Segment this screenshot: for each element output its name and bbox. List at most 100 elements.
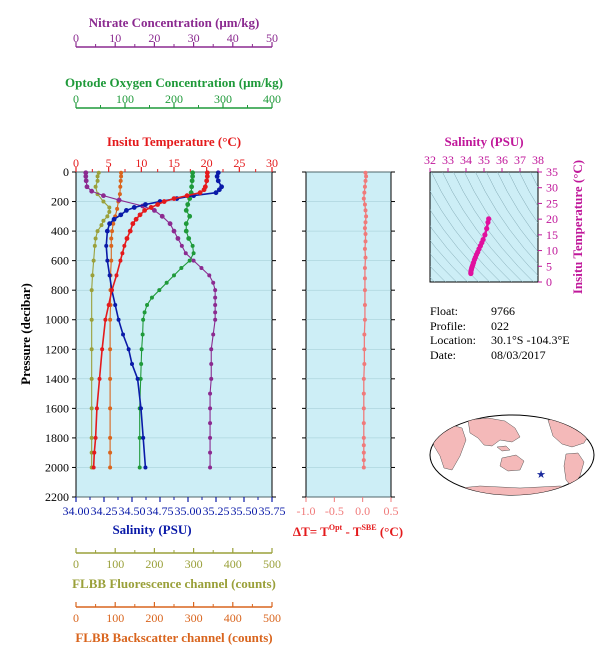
axis-tick-label: 0	[73, 92, 79, 106]
temperature-point	[92, 450, 97, 455]
temperature-point	[94, 406, 99, 411]
axis-tick-label: 25	[233, 156, 245, 170]
nitrate-point	[213, 310, 218, 315]
nitrate-line	[85, 172, 216, 468]
nitrate-point	[116, 197, 122, 203]
backscatter-point	[108, 406, 113, 411]
delta-t-point	[363, 232, 368, 237]
temperature-point	[103, 317, 108, 322]
fluorescence-point	[89, 317, 94, 322]
delta-t-point	[362, 266, 367, 271]
ts-x-tick-label: 33	[442, 153, 454, 167]
axis-tick-label: 34.50	[119, 504, 146, 518]
nitrate-axis: 0 10 20 30 40 50	[73, 31, 278, 48]
temperature-point	[161, 199, 167, 204]
temperature-point	[137, 212, 143, 218]
oxygen-point	[138, 376, 143, 381]
pressure-tick-label: 1800	[45, 431, 69, 445]
salinity-point	[143, 465, 148, 470]
fluorescence-point	[95, 174, 100, 179]
oxygen-point	[139, 347, 144, 352]
delta-t-point	[361, 421, 366, 426]
backscatter-point	[119, 170, 124, 175]
salinity-point	[107, 273, 112, 278]
isopycnal-line	[464, 172, 538, 276]
oxygen-point	[157, 288, 162, 293]
nitrate-point	[83, 178, 89, 184]
axis-tick-label: 300	[185, 611, 203, 625]
ts-series	[468, 216, 492, 277]
delta-t-point	[361, 450, 366, 455]
nitrate-point	[213, 317, 218, 322]
axis-tick-label: 500	[263, 557, 281, 571]
ts-salinity-axis-label: Salinity (PSU)	[444, 134, 523, 149]
backscatter-axis-label: FLBB Backscatter channel (counts)	[75, 630, 272, 645]
nitrate-point	[167, 221, 173, 227]
fluorescence-point	[89, 435, 94, 440]
salinity-point	[104, 228, 110, 234]
nitrate-point	[83, 174, 89, 179]
float-label: Float:	[430, 304, 459, 318]
nitrate-axis-label: Nitrate Concentration (μm/kg)	[89, 15, 260, 30]
date-value: 08/03/2017	[491, 347, 546, 362]
temperature-point	[142, 208, 148, 213]
delta-t-point	[362, 288, 367, 293]
delta-t-point	[361, 435, 366, 440]
axis-tick-label: 5	[106, 156, 112, 170]
oxygen-point	[190, 174, 196, 179]
backscatter-point	[117, 192, 122, 197]
backscatter-point	[115, 206, 120, 211]
temperature-point	[155, 202, 161, 207]
salinity-point	[107, 221, 112, 227]
float-value: 9766	[491, 304, 515, 318]
fluorescence-point	[90, 273, 95, 278]
backscatter-point	[110, 229, 115, 234]
backscatter-point	[109, 236, 114, 241]
axis-tick-label: 30	[266, 156, 278, 170]
salinity-point	[215, 178, 221, 184]
ts-y-tick-label: 5	[546, 259, 552, 273]
ts-x-tick-label: 34	[460, 153, 472, 167]
delta-t-series	[361, 170, 369, 470]
backscatter-point	[119, 174, 124, 179]
ts-y-tick-label: 35	[546, 165, 558, 179]
axis-tick-label: 300	[185, 557, 203, 571]
temperature-point	[106, 302, 111, 307]
location-value: 30.1°S -104.3°E	[491, 333, 570, 347]
temperature-point	[122, 243, 127, 248]
fluorescence-point	[89, 288, 94, 293]
temperature-point	[124, 236, 130, 241]
temperature-point	[133, 216, 139, 222]
date-row: Date: 08/03/2017	[430, 348, 570, 363]
axis-tick-label: 0	[73, 611, 79, 625]
axis-tick-label: 100	[106, 557, 124, 571]
oxygen-point	[164, 280, 169, 285]
delta-t-tick-label: 0.5	[384, 504, 399, 518]
salinity-point	[116, 317, 121, 322]
delta-t-point	[362, 226, 367, 231]
pressure-axis-label: Pressure (decibar)	[18, 283, 33, 385]
axis-tick-label: 500	[263, 611, 281, 625]
axis-tick-label: 35.25	[203, 504, 230, 518]
salinity-axis-label: Salinity (PSU)	[112, 522, 191, 537]
isopycnal-line	[486, 172, 538, 252]
fluorescence-point	[89, 376, 94, 381]
pressure-tick-label: 600	[51, 254, 69, 268]
temperature-point	[91, 465, 96, 470]
pressure-tick-label: 1200	[45, 342, 69, 356]
axis-tick-label: 0	[73, 156, 79, 170]
backscatter-point	[109, 258, 114, 263]
oxygen-point	[141, 317, 146, 322]
oxygen-point	[186, 236, 192, 241]
delta-t-point	[363, 255, 368, 260]
nitrate-point	[171, 228, 177, 234]
location-row: Location: 30.1°S -104.3°E	[430, 333, 570, 348]
fluorescence-point	[91, 258, 96, 263]
temperature-point	[118, 258, 123, 263]
isopycnal-line	[475, 172, 538, 265]
backscatter-point	[108, 450, 113, 455]
salinity-axis: 34.00 34.25 34.50 34.75 35.00 35.25 35.50 35.75	[63, 497, 286, 518]
axis-tick-label: 10	[135, 156, 147, 170]
axis-tick-label: 40	[227, 31, 239, 45]
backscatter-point	[109, 243, 114, 248]
